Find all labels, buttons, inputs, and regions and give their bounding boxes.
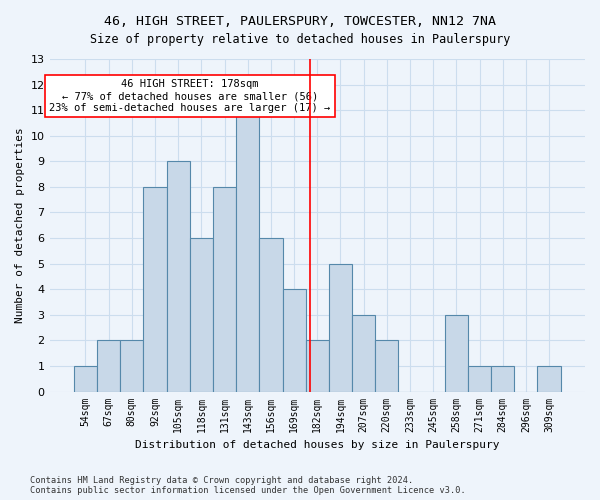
Bar	[329, 264, 352, 392]
Bar	[143, 187, 167, 392]
Bar	[305, 340, 329, 392]
Text: 46 HIGH STREET: 178sqm
← 77% of detached houses are smaller (56)
23% of semi-det: 46 HIGH STREET: 178sqm ← 77% of detached…	[49, 80, 331, 112]
Bar	[74, 366, 97, 392]
Text: 46, HIGH STREET, PAULERSPURY, TOWCESTER, NN12 7NA: 46, HIGH STREET, PAULERSPURY, TOWCESTER,…	[104, 15, 496, 28]
Bar	[445, 315, 468, 392]
Bar	[283, 289, 305, 392]
Text: Size of property relative to detached houses in Paulerspury: Size of property relative to detached ho…	[90, 32, 510, 46]
Bar	[375, 340, 398, 392]
X-axis label: Distribution of detached houses by size in Paulerspury: Distribution of detached houses by size …	[135, 440, 500, 450]
Bar	[120, 340, 143, 392]
Bar	[538, 366, 560, 392]
Bar	[491, 366, 514, 392]
Bar	[468, 366, 491, 392]
Bar	[97, 340, 120, 392]
Text: Contains HM Land Registry data © Crown copyright and database right 2024.
Contai: Contains HM Land Registry data © Crown c…	[30, 476, 466, 495]
Bar	[236, 110, 259, 392]
Bar	[167, 162, 190, 392]
Y-axis label: Number of detached properties: Number of detached properties	[15, 128, 25, 323]
Bar	[259, 238, 283, 392]
Bar	[213, 187, 236, 392]
Bar	[352, 315, 375, 392]
Bar	[190, 238, 213, 392]
